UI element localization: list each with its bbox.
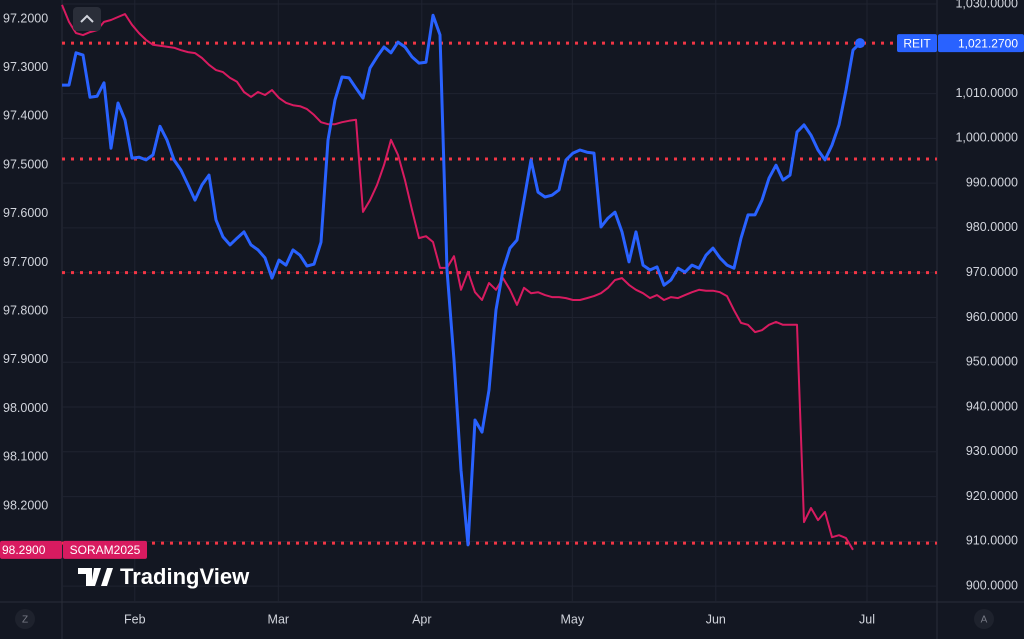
y2-tick-label: 980.0000 [966, 220, 1018, 234]
price-tag [938, 34, 1024, 53]
x-tick-label: Apr [412, 612, 431, 626]
y2-tick-label: 920.0000 [966, 489, 1018, 503]
z-button[interactable] [15, 609, 35, 629]
series-line [61, 4, 854, 551]
y2-tick-label: 1,030.0000 [955, 0, 1018, 10]
y2-tick-label: 900.0000 [966, 578, 1018, 592]
x-tick-label: May [560, 612, 584, 626]
logo-icon [78, 568, 113, 586]
x-tick-label: Jun [706, 612, 726, 626]
y2-tick-label: 1,010.0000 [955, 86, 1018, 100]
y2-tick-label: 960.0000 [966, 310, 1018, 324]
y2-tick-label: 930.0000 [966, 444, 1018, 458]
last-point [855, 38, 865, 49]
y2-tick-label: 970.0000 [966, 265, 1018, 279]
y2-tick-label: 1,000.0000 [955, 131, 1018, 145]
series-name: SORAM2025 [70, 543, 141, 557]
x-tick-label: Jul [859, 612, 875, 626]
series-line [62, 13, 862, 547]
y-tick-label: 97.4000 [3, 109, 48, 123]
price-label: 98.2900 [2, 543, 46, 557]
series-name-tag [897, 34, 937, 53]
y2-tick-label: 940.0000 [966, 399, 1018, 413]
y-tick-label: 97.9000 [3, 352, 48, 366]
collapse-button[interactable] [73, 7, 101, 31]
marks [61, 4, 937, 551]
y-tick-label: 97.7000 [3, 255, 48, 269]
y-tick-label: 97.8000 [3, 303, 48, 317]
logo: TradingView [78, 564, 250, 589]
collapse-icon [80, 14, 94, 23]
brand: TradingView [120, 564, 250, 589]
price-tag [0, 540, 62, 559]
y-tick-label: 97.6000 [3, 206, 48, 220]
auto-button-label: A [981, 615, 988, 626]
series-name-tag [63, 540, 147, 559]
z-button-label: Z [22, 615, 28, 626]
x-tick-label: Feb [124, 612, 146, 626]
labels: Feb Mar Apr May Jun Jul 97.2000 97.3000 97.4000 9… [0, 0, 1024, 626]
y2-tick-label: 950.0000 [966, 355, 1018, 369]
y-tick-label: 97.2000 [3, 11, 48, 25]
series-name: REIT [903, 36, 931, 50]
y-tick-label: 97.3000 [3, 60, 48, 74]
y-tick-label: 97.5000 [3, 157, 48, 171]
y-tick-label: 98.0000 [3, 401, 48, 415]
y2-tick-label: 990.0000 [966, 175, 1018, 189]
price-label: 1,021.2700 [958, 36, 1018, 50]
grid [62, 0, 937, 602]
y-tick-label: 98.2000 [3, 498, 48, 512]
y-tick-label: 98.1000 [3, 450, 48, 464]
y2-tick-label: 910.0000 [966, 534, 1018, 548]
auto-button[interactable] [974, 609, 994, 629]
x-tick-label: Mar [268, 612, 290, 626]
